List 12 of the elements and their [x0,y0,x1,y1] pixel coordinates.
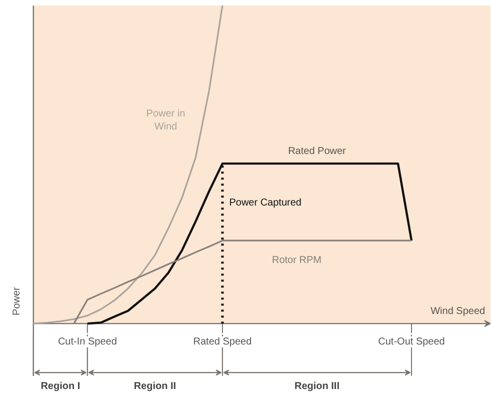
x-tick-label: Cut-In Speed [58,336,117,348]
x-axis-title: Wind Speed [430,306,486,318]
text: Region III [294,380,340,392]
text: Region II [134,380,176,392]
text: Region I [40,380,80,392]
series-label: Power in Wind [146,108,186,133]
x-tick-label: Cut-Out Speed [378,336,445,348]
y-axis-title: Power [11,286,22,316]
series-label: Rotor RPM [272,255,322,266]
x-tick-label: Rated Speed [193,336,252,348]
text: Power Captured [229,197,302,208]
annotation: Rated Power [288,146,347,158]
